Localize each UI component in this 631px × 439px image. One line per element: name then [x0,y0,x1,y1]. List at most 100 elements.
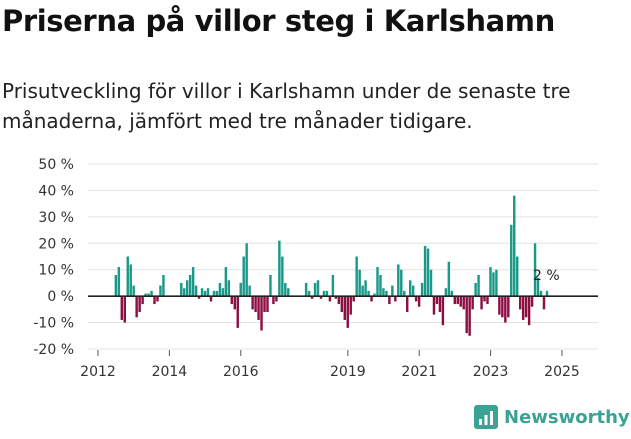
bar [194,285,198,297]
bar [310,296,314,299]
y-tick-label: -10 % [33,316,74,332]
bar [325,290,329,297]
y-axis-ticks: 50 % 40 % 30 % 20 % 10 % 0 % -10 % -20 % [33,157,74,358]
x-tick-label: 2016 [223,364,259,380]
bar [156,296,159,302]
bar [397,264,400,297]
y-tick-label: 10 % [38,263,74,279]
bar [468,296,471,336]
bar [272,296,275,305]
bar [239,282,242,297]
bar [450,290,454,297]
bar [221,288,225,297]
newsworthy-logo-icon [474,405,498,429]
bar [465,296,468,334]
bar [343,296,346,320]
bar [275,296,278,302]
bar [257,296,260,320]
bar [251,296,254,310]
bar [135,296,138,318]
bar [200,288,204,297]
bar [230,296,234,305]
bar [513,195,516,297]
bar [263,296,266,312]
bar [162,275,165,297]
bar [123,296,126,323]
bar [521,296,525,320]
bar [120,296,124,320]
bar [367,290,370,297]
x-tick-label: 2023 [473,364,509,380]
bar [376,267,379,297]
bar [144,293,147,297]
bar [340,296,344,312]
bar [197,296,201,299]
bar [147,293,150,297]
bar [209,296,213,302]
bar [304,282,308,297]
bar [331,275,335,297]
bar [212,290,216,297]
bar [456,296,459,305]
latest-value-annotation: 2 % [533,268,560,284]
bar [441,296,445,326]
bar [492,272,495,297]
y-tick-label: 30 % [38,210,74,226]
bar [183,288,186,297]
bars [114,195,549,336]
brand-name: Newsworthy [504,406,630,428]
bar [373,293,376,297]
bar [447,261,451,297]
bar [188,275,192,297]
bar [254,296,257,312]
brand-logo[interactable]: Newsworthy [474,405,630,429]
bar [474,282,477,297]
bar [245,243,248,297]
bar [307,290,311,297]
bar [269,275,272,297]
bar [215,290,219,297]
bar [394,296,397,302]
bar [432,296,436,315]
bar [349,296,352,315]
bar [185,280,189,297]
bar [370,296,373,302]
bar [153,296,156,305]
bar [114,275,118,297]
bar [334,296,338,299]
bar [284,282,287,297]
bar [527,296,531,326]
y-tick-label: 50 % [38,157,74,173]
bar [516,256,519,297]
bar [495,269,498,297]
bar [180,282,183,297]
bar [382,288,385,297]
bar [489,267,492,297]
bar [459,296,462,307]
bar [429,269,433,297]
bar [539,290,543,297]
bar [319,296,323,299]
bar [132,285,135,297]
bar [486,296,489,305]
bar [462,296,465,310]
bar [141,296,144,305]
bar [361,285,364,297]
bar [536,277,540,297]
bar [358,269,361,297]
chart-title: Priserna på villor steg i Karlshamn [2,4,555,38]
bar [322,290,326,297]
bar [533,243,537,297]
bar [530,296,534,307]
x-axis-ticks: 2012 2014 2016 2019 2021 2023 2025 [80,350,580,380]
bar [126,256,129,297]
bar [414,296,418,302]
bar [524,296,528,318]
bar [388,296,391,305]
bar [313,282,317,297]
x-tick-label: 2019 [330,364,366,380]
bar [242,256,245,297]
bar [248,285,251,297]
bar [346,296,349,328]
bar [408,280,412,297]
